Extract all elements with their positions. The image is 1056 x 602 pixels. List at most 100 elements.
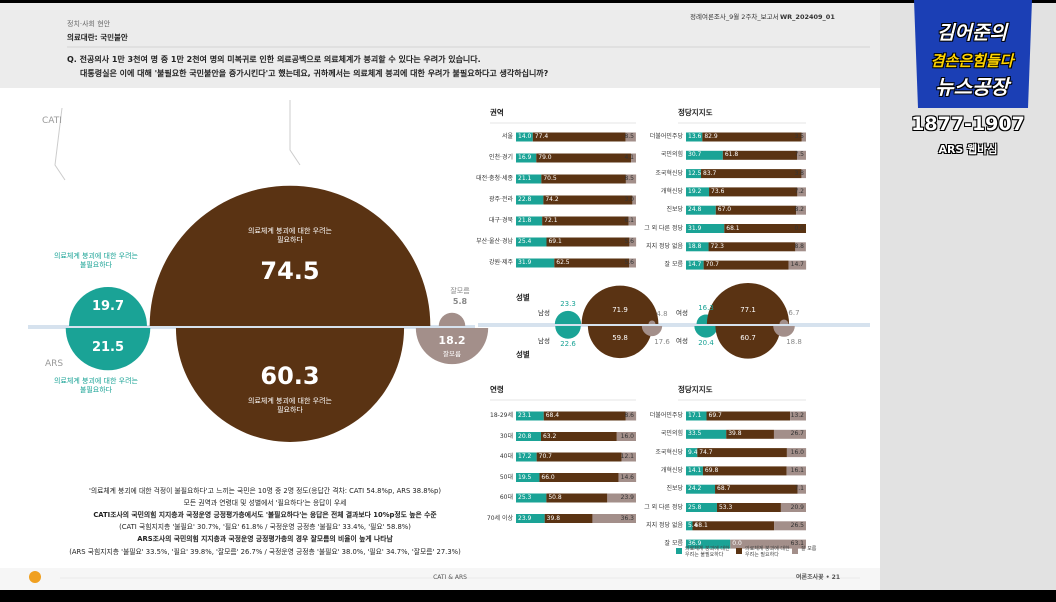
value-label: 30.7 [688,151,702,159]
category-label: 의료체계 붕괴에 대한 우려는 불필요하다 [54,377,138,395]
bar-segment [706,411,791,421]
category-label: 40대 [499,453,513,461]
doc-name: 정례여론조사_9월 2주차_보고서 [690,12,779,21]
value-label: 19.7 [91,299,125,315]
category-label: 30대 [499,432,513,440]
value-label: 14.6 [620,473,634,481]
value-label: 60.3 [260,362,320,391]
value-label: 60.7 [740,334,756,343]
legend-label: 의료체계 붕괴에 대한 우려는 필요하다 [745,546,790,559]
value-label: 5.8 [452,296,468,306]
value-label: 39.8 [728,430,742,438]
legend-swatch [676,548,682,554]
chart-title: 성별 [516,350,530,360]
group-label: ARS [45,359,64,370]
value-label: 83.7 [703,169,717,177]
bar-segment [632,195,636,205]
value-label: 33.5 [688,430,702,438]
value-label: 24.8 [688,206,702,214]
value-label: 17.6 [654,337,670,346]
value-label: 69.7 [708,412,722,420]
value-label: 13.2 [790,412,804,420]
bar-segment [795,242,806,252]
bar-segment [790,411,806,421]
category-label: 18-29세 [490,412,513,420]
value-label: 24.2 [688,485,702,493]
value-label: 8.5 [624,175,634,183]
value-label: 9.4 [688,448,698,456]
bubble [415,328,489,365]
logo-title: 뉴스공장 [935,75,1009,99]
bar-segment [536,153,632,163]
bar-segment [516,452,537,462]
chart-title: 정당지지도 [678,385,713,395]
bar-segment [686,205,716,215]
category-label: 그 외 다른 정당 [644,503,683,511]
category-label: 더불어민주당 [649,133,683,141]
bar-segment [797,484,806,494]
bar-segment [703,260,789,270]
bar-segment [788,260,807,270]
value-label: 31.9 [688,224,702,232]
value-label: 23.9 [620,494,634,502]
value-label: 70.7 [705,261,719,269]
bar-segment [796,205,806,215]
category-label: 조국혁신당 [655,169,683,177]
bar-segment [516,174,542,184]
bar-segment [625,132,636,142]
bar-segment [686,150,723,160]
value-label: 18.2 [438,333,466,347]
category-label: 국민의힘 [660,151,683,159]
bar-segment [716,503,781,512]
value-label: 59.8 [612,334,628,343]
footer-label: CATI & ARS [433,574,467,582]
category-label: 진보당 [666,206,683,214]
value-label: 0.0 [732,540,742,548]
category-label: 그 외 다른 정당 [644,224,683,232]
bar-segment [686,466,703,476]
bubble [648,320,656,324]
bar-segment [544,514,593,523]
value-label: 77.4 [534,133,549,141]
bubble [773,326,795,337]
bar-segment [686,429,727,439]
bar-segment [631,153,636,163]
category-label: 의료체계 붕괴에 대한 우려는 필요하다 [248,227,332,244]
bar-segment [686,411,707,421]
bubble [715,326,781,359]
value-label: 36.3 [620,514,634,522]
value-label: 14.7 [688,261,702,269]
summary-line: (CATI 국힘지지층 '불필요' 30.7%, '필요' 61.8% / 국정… [119,523,411,532]
value-label: 4.8 [656,309,668,318]
category-label: 잘 모름 [664,261,683,269]
value-label: 21.8 [518,217,532,225]
bar-segment [686,484,716,494]
legend-swatch [792,548,798,554]
value-label: 12.1 [620,453,634,461]
category-label: 진보당 [666,485,683,493]
value-label: 70.5 [543,175,557,183]
legend-label: 잘 모름 [801,546,817,552]
value-label: 7.2 [794,188,804,195]
chart-title: 정당지지도 [678,108,713,118]
value-label: 72.1 [544,217,558,225]
group-label: 여성 [676,336,688,345]
bar-segment [774,521,806,531]
value-label: 23.3 [560,300,576,309]
value-label: 68.4 [545,412,560,420]
bubble [587,326,653,359]
value-label: 26.5 [790,521,804,529]
value-label: 74.7 [699,448,713,456]
value-label: 25.4 [518,238,532,246]
value-label: 20.4 [698,339,714,348]
value-label: 53.3 [718,503,733,511]
value-label: 23.9 [518,514,532,522]
bar-segment [516,493,547,503]
bar-segment [686,521,693,531]
value-label: 73.6 [711,188,725,195]
footer-logo [29,571,41,583]
question-text: Q. 전공의사 1만 3천여 명 중 1만 2천여 명의 미복귀로 인한 의료공… [67,54,481,64]
value-label: 22.6 [560,340,576,349]
